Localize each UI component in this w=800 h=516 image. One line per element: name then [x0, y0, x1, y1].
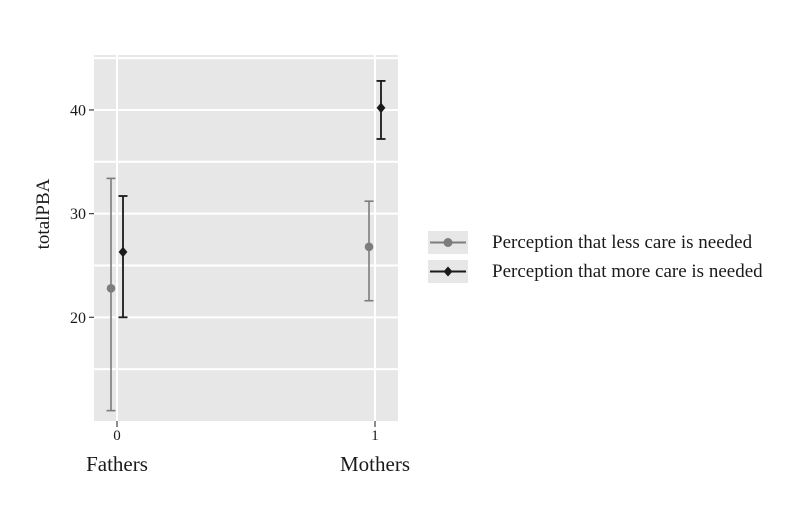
legend-item-less-care: Perception that less care is needed	[428, 231, 763, 254]
panel-background	[94, 55, 398, 421]
legend-key-circle-icon	[428, 231, 468, 254]
point-circle-fathers	[106, 283, 116, 293]
point-diamond-fathers	[118, 246, 128, 258]
point-circle-mothers	[364, 242, 374, 252]
point-diamond-mothers	[376, 102, 386, 114]
y-tick-label: 40	[70, 102, 86, 119]
x-tick-label: 0	[113, 428, 121, 444]
legend: Perception that less care is needed Perc…	[428, 231, 763, 289]
y-tick-label: 20	[70, 310, 86, 327]
legend-label-more-care: Perception that more care is needed	[492, 261, 763, 282]
legend-item-more-care: Perception that more care is needed	[428, 260, 763, 283]
x-group-label: Mothers	[340, 452, 410, 476]
legend-key-diamond-icon	[428, 260, 468, 283]
y-axis-title: totalPBA	[33, 178, 54, 250]
y-tick-label: 30	[70, 206, 86, 223]
x-group-label: Fathers	[86, 452, 148, 476]
x-tick-label: 1	[371, 428, 379, 444]
legend-label-less-care: Perception that less care is needed	[492, 232, 753, 253]
